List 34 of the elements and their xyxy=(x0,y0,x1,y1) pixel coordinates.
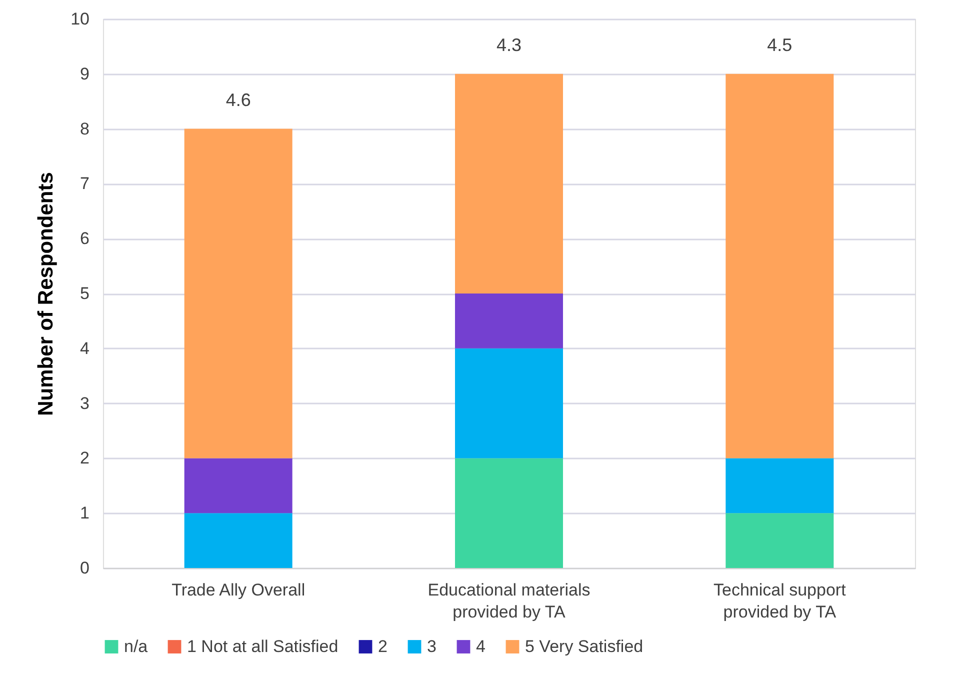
x-tick-label: Trade Ally Overall xyxy=(172,580,306,600)
y-tick-label: 0 xyxy=(80,558,90,578)
legend-label: 3 xyxy=(427,636,436,656)
legend-label: 4 xyxy=(476,636,486,656)
bar xyxy=(184,458,292,514)
annotation: 4.6 xyxy=(226,90,251,110)
bar xyxy=(455,348,563,458)
legend-label: 1 Not at all Satisfied xyxy=(187,636,338,656)
legend-label: n/a xyxy=(124,636,148,656)
y-tick-label: 2 xyxy=(80,448,90,468)
y-tick-label: 3 xyxy=(80,394,90,413)
bar xyxy=(184,513,292,568)
y-tick-label: 7 xyxy=(80,174,90,194)
bar xyxy=(455,74,563,294)
bar xyxy=(726,513,834,568)
y-tick-label: 6 xyxy=(80,229,90,248)
legend-label: 5 Very Satisfied xyxy=(525,636,644,656)
legend-label: 2 xyxy=(378,636,388,656)
y-tick-label: 4 xyxy=(80,338,90,358)
annotation: 4.3 xyxy=(496,34,522,55)
bar xyxy=(726,458,834,514)
y-axis-title: Number of Respondents xyxy=(34,172,58,416)
y-tick-label: 10 xyxy=(70,10,90,28)
y-tick-label: 8 xyxy=(80,119,90,138)
bar xyxy=(184,128,292,458)
bar xyxy=(455,458,563,568)
y-tick-label: 1 xyxy=(80,504,90,523)
annotation: 4.5 xyxy=(767,34,792,55)
bar xyxy=(726,74,834,458)
y-tick-label: 9 xyxy=(80,64,90,84)
x-tick-label: Technical support provided by TA xyxy=(714,580,846,622)
y-tick-label: 5 xyxy=(80,284,90,303)
x-tick-label: Educational materials provided by TA xyxy=(428,580,590,622)
bar xyxy=(455,294,563,348)
